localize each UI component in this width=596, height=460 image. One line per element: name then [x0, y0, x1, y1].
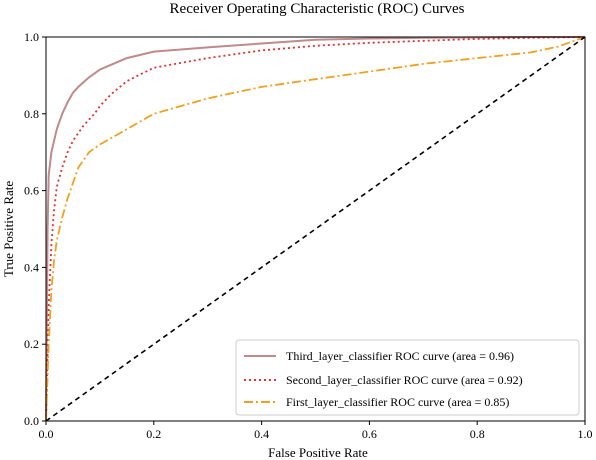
- chance-diagonal-line: [45, 36, 586, 422]
- plot-lines: [45, 36, 586, 422]
- chart-title: Receiver Operating Characteristic (ROC) …: [170, 1, 465, 17]
- y-tick-label: 0.8: [24, 107, 39, 121]
- roc-curve-second-layer: [45, 36, 586, 422]
- legend-label-first-layer: First_layer_classifier ROC curve (area =…: [286, 395, 509, 409]
- y-axis-label: True Positive Rate: [1, 181, 16, 278]
- legend: Third_layer_classifier ROC curve (area =…: [235, 339, 580, 416]
- roc-curve-first-layer: [45, 36, 586, 422]
- x-tick-label: 1.0: [578, 427, 593, 441]
- x-tick-label: 0.4: [254, 427, 269, 441]
- legend-label-third-layer: Third_layer_classifier ROC curve (area =…: [286, 349, 514, 363]
- x-tick-label: 0.8: [470, 427, 485, 441]
- y-tick-label: 0.2: [24, 337, 39, 351]
- plot-frame: [45, 36, 586, 422]
- y-tick-label: 0.4: [24, 260, 39, 274]
- y-tick-label: 0.0: [24, 414, 39, 428]
- y-axis-ticks: 0.0 0.2 0.4 0.6 0.8 1.0: [24, 30, 46, 428]
- legend-label-second-layer: Second_layer_classifier ROC curve (area …: [286, 373, 523, 387]
- x-tick-label: 0.6: [362, 427, 377, 441]
- y-tick-label: 0.6: [24, 184, 39, 198]
- roc-curve-third-layer: [45, 36, 585, 422]
- x-tick-label: 0.2: [146, 427, 161, 441]
- legend-box: [235, 339, 580, 416]
- x-axis-ticks: 0.0 0.2 0.4 0.6 0.8 1.0: [39, 421, 593, 441]
- x-axis-label: False Positive Rate: [268, 445, 368, 460]
- x-tick-label: 0.0: [39, 427, 54, 441]
- y-tick-label: 1.0: [24, 30, 39, 44]
